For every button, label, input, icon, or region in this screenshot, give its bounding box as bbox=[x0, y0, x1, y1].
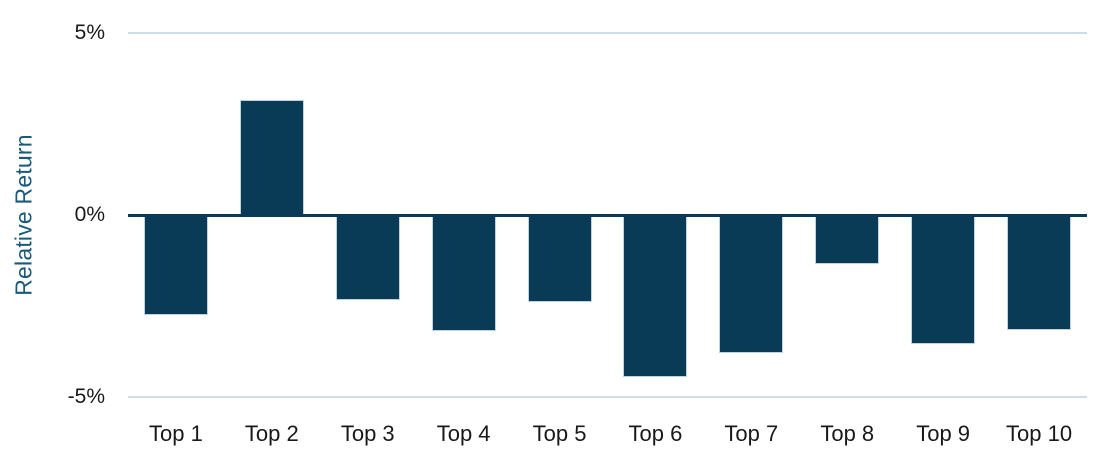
bar-top-7 bbox=[719, 215, 784, 354]
bar-top-9 bbox=[911, 215, 976, 345]
bar-top-10 bbox=[1007, 215, 1072, 330]
zero-axis-line bbox=[128, 213, 1087, 217]
x-tick-label: Top 6 bbox=[628, 421, 683, 446]
x-tick-label: Top 7 bbox=[724, 421, 779, 446]
x-tick-label: Top 4 bbox=[436, 421, 491, 446]
bar-top-5 bbox=[527, 215, 592, 303]
bar-top-8 bbox=[815, 215, 880, 265]
bar-top-3 bbox=[335, 215, 400, 301]
y-tick-label: 5% bbox=[74, 21, 105, 45]
x-tick-label: Top 9 bbox=[916, 421, 971, 446]
x-tick-label: Top 3 bbox=[340, 421, 395, 446]
x-tick-label: Top 8 bbox=[820, 421, 875, 446]
x-tick-label: Top 2 bbox=[244, 421, 299, 446]
x-tick-label: Top 10 bbox=[1006, 421, 1073, 446]
bar-top-2 bbox=[239, 100, 304, 215]
bar-top-4 bbox=[431, 215, 496, 332]
bar-top-6 bbox=[623, 215, 688, 377]
y-tick-label: -5% bbox=[67, 384, 105, 408]
x-tick-label: Top 5 bbox=[532, 421, 587, 446]
x-tick-label: Top 1 bbox=[149, 421, 203, 446]
gridline--5 bbox=[128, 395, 1087, 398]
bar-top-1 bbox=[143, 215, 208, 315]
gridline-5 bbox=[128, 32, 1087, 35]
y-tick-label: 0% bbox=[74, 203, 105, 226]
